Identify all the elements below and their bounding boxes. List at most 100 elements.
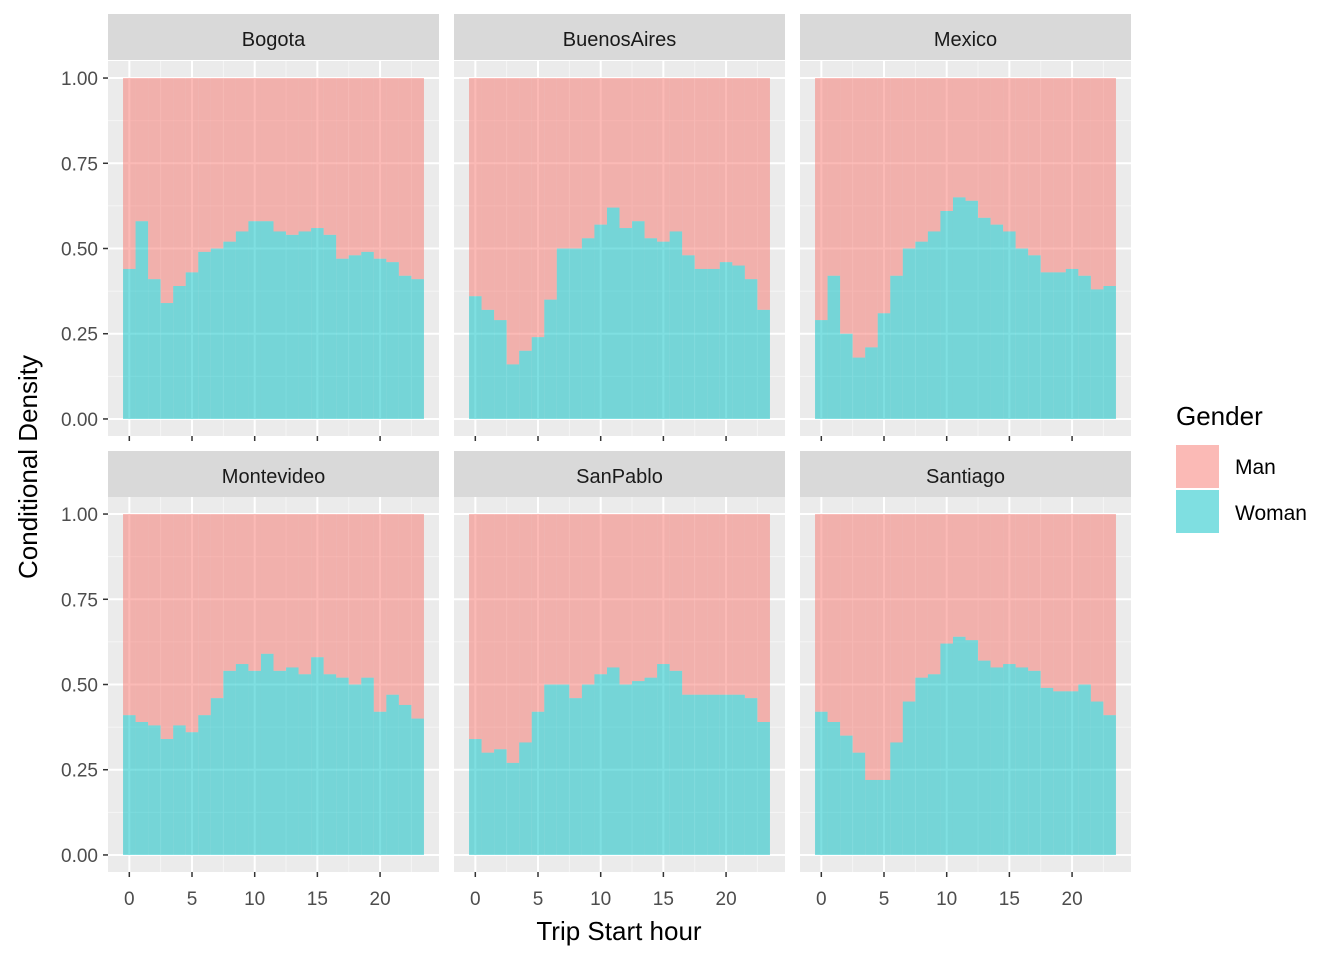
y-tick-label: 0.75 <box>61 154 98 175</box>
bar-man-hour-3 <box>506 514 520 763</box>
bar-woman-hour-10 <box>940 643 953 855</box>
bar-woman-hour-10 <box>594 224 607 419</box>
bar-man-hour-3 <box>852 514 866 753</box>
bar-woman-hour-0 <box>815 320 828 419</box>
bar-woman-hour-10 <box>248 670 261 855</box>
bar-woman-hour-13 <box>632 221 645 419</box>
bar-woman-hour-8 <box>569 248 582 419</box>
bar-woman-hour-8 <box>223 241 236 419</box>
bar-man-hour-22 <box>1090 78 1104 290</box>
bar-woman-hour-18 <box>1040 272 1054 419</box>
bar-man-hour-3 <box>160 78 174 304</box>
legend-label-man: Man <box>1235 456 1276 479</box>
bar-woman-hour-20 <box>1065 691 1079 855</box>
x-tick-label: 10 <box>936 889 957 910</box>
bar-woman-hour-13 <box>286 667 299 855</box>
bar-woman-hour-15 <box>311 657 324 855</box>
bar-woman-hour-4 <box>173 286 186 419</box>
bar-man-hour-1 <box>481 78 495 310</box>
bar-man-hour-8 <box>569 514 582 699</box>
x-axis-title: Trip Start hour <box>536 916 702 946</box>
bar-man-hour-9 <box>235 78 249 232</box>
bar-man-hour-1 <box>827 514 841 722</box>
bar-woman-hour-22 <box>1090 701 1104 855</box>
bar-man-hour-19 <box>707 514 720 695</box>
bar-woman-hour-13 <box>286 234 299 419</box>
bar-man-hour-23 <box>1103 514 1116 716</box>
bar-man-hour-12 <box>273 514 287 671</box>
bar-woman-hour-17 <box>336 677 349 855</box>
y-axis: 0.00 0.25 0.50 0.75 1.00 0.00 0.25 0.50 0.75 1.00 <box>61 69 108 867</box>
bar-man-hour-10 <box>594 78 607 225</box>
bar-man-hour-13 <box>978 78 991 218</box>
bar-man-hour-2 <box>494 514 507 750</box>
bar-man-hour-1 <box>135 514 149 722</box>
bar-man-hour-10 <box>248 78 261 222</box>
bar-woman-hour-5 <box>185 272 199 419</box>
bar-woman-hour-12 <box>619 684 633 855</box>
bar-woman-hour-12 <box>273 670 287 855</box>
bar-man-hour-18 <box>694 514 708 695</box>
bar-man-hour-12 <box>619 514 633 685</box>
bar-man-hour-9 <box>235 514 249 665</box>
bar-man-hour-13 <box>632 514 645 682</box>
bar-man-hour-10 <box>248 514 261 671</box>
bar-woman-hour-9 <box>927 674 941 855</box>
bar-woman-hour-4 <box>519 742 532 855</box>
bar-man-hour-3 <box>160 514 174 740</box>
bar-woman-hour-13 <box>978 217 991 419</box>
bar-woman-hour-19 <box>1053 691 1066 855</box>
bar-man-hour-22 <box>744 514 758 699</box>
bar-woman-hour-19 <box>707 694 720 855</box>
y-tick-label: 0.75 <box>61 590 98 611</box>
bar-woman-hour-14 <box>298 674 312 855</box>
bar-man-hour-11 <box>260 78 274 222</box>
bar-woman-hour-4 <box>865 779 878 855</box>
bar-man-hour-4 <box>519 514 532 743</box>
bar-man-hour-14 <box>990 78 1004 225</box>
bar-woman-hour-15 <box>311 228 324 419</box>
bar-man-hour-21 <box>386 514 399 695</box>
bar-man-hour-21 <box>1078 78 1091 276</box>
bar-man-hour-20 <box>719 78 733 263</box>
bar-woman-hour-16 <box>669 231 683 419</box>
bar-woman-hour-14 <box>990 224 1004 419</box>
facet-panel-santiago: Santiago <box>800 451 1131 872</box>
bar-woman-hour-11 <box>260 653 274 855</box>
bar-man-hour-15 <box>657 78 670 242</box>
bar-woman-hour-3 <box>852 752 866 855</box>
bar-man-hour-19 <box>1053 514 1066 692</box>
facet-panel-mexico: Mexico <box>800 14 1131 436</box>
bar-man-hour-6 <box>544 514 557 685</box>
bar-man-hour-23 <box>411 78 424 280</box>
bar-man-hour-2 <box>840 514 853 736</box>
bar-man-hour-13 <box>286 514 299 668</box>
bar-man-hour-9 <box>581 78 595 239</box>
bar-woman-hour-9 <box>581 238 595 419</box>
bar-woman-hour-10 <box>248 221 261 419</box>
bar-woman-hour-20 <box>719 694 733 855</box>
bar-man-hour-6 <box>890 78 903 276</box>
bar-man-hour-15 <box>1003 514 1016 665</box>
bar-woman-hour-11 <box>260 221 274 419</box>
facet-strip <box>454 451 785 497</box>
bar-man-hour-1 <box>827 78 841 276</box>
bar-man-hour-16 <box>1015 78 1029 249</box>
density-bars <box>815 78 1116 419</box>
bar-woman-hour-7 <box>556 248 570 419</box>
bar-woman-hour-21 <box>386 694 399 855</box>
bar-man-hour-4 <box>865 78 878 348</box>
bar-woman-hour-14 <box>644 238 658 419</box>
bar-woman-hour-9 <box>927 231 941 419</box>
bar-man-hour-10 <box>594 514 607 675</box>
bar-man-hour-17 <box>1028 78 1041 256</box>
facet-strip-label: Mexico <box>934 29 997 51</box>
bar-man-hour-19 <box>361 78 374 252</box>
bar-man-hour-15 <box>1003 78 1016 232</box>
bar-man-hour-20 <box>373 514 387 712</box>
bar-man-hour-11 <box>952 78 966 198</box>
bar-woman-hour-1 <box>827 722 841 855</box>
bar-man-hour-0 <box>469 514 482 740</box>
bar-man-hour-22 <box>1090 514 1104 702</box>
bar-woman-hour-3 <box>160 739 174 855</box>
